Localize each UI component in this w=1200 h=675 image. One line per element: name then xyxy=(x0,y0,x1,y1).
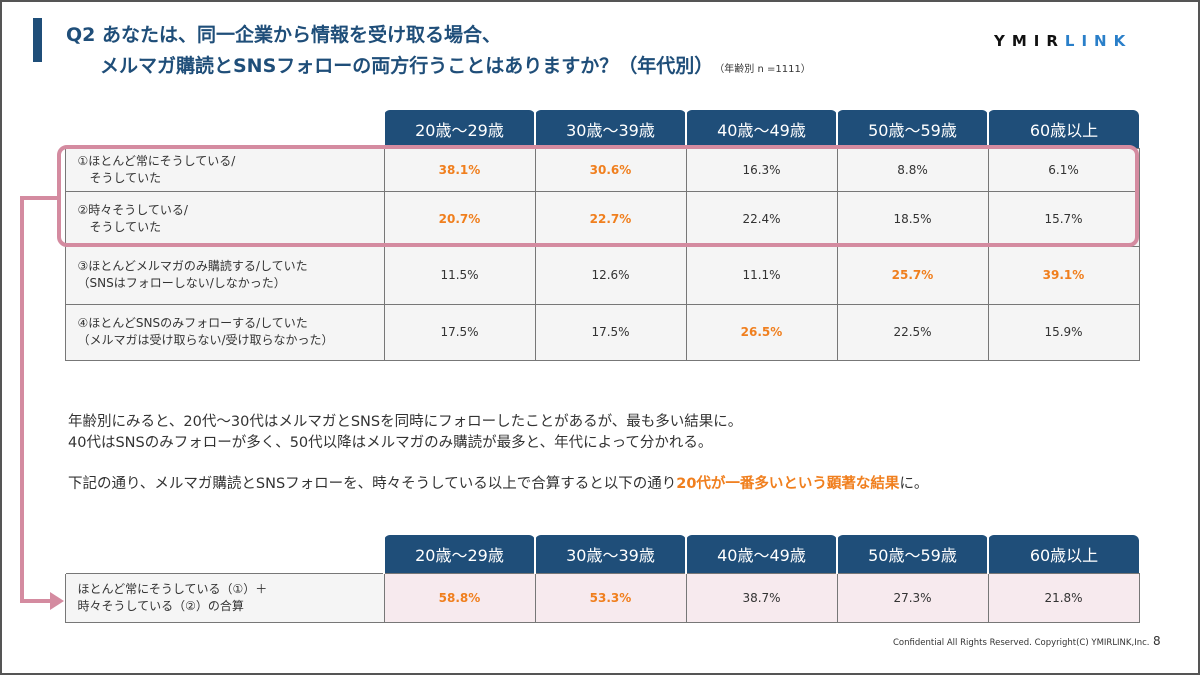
table-row: ①ほとんど常にそうしている/ そうしていた 38.1% 30.6% 16.3% 8.8… xyxy=(64,147,1140,192)
cell: 58.8% xyxy=(383,572,536,623)
combined-table: 20歳～29歳 30歳～39歳 40歳～49歳 50歳～59歳 60歳以上 ほとんど常に… xyxy=(64,535,1140,623)
row-label-line: ④ほとんどSNSのみフォローする/していた xyxy=(77,316,308,330)
col-header: 60歳以上 xyxy=(987,535,1139,573)
cell: 21.8% xyxy=(987,572,1140,623)
row-label-line: そうしていた xyxy=(77,170,162,185)
cell: 18.5% xyxy=(836,190,989,247)
cell: 6.1% xyxy=(987,147,1140,192)
row-label-line: そうしていた xyxy=(77,219,162,234)
summary-line2: 40代はSNSのみフォローが多く、50代以降はメルマガのみ購読が最多と、年代によ… xyxy=(68,435,713,451)
row-label-line: ②時々そうしている/ xyxy=(77,202,188,217)
title-accent-bar xyxy=(33,18,42,62)
cell: 20.7% xyxy=(383,190,536,247)
header-blank xyxy=(64,535,384,573)
cell: 27.3% xyxy=(836,572,989,623)
table-row: ほとんど常にそうしている（①）＋ 時々そうしている（②）の合算 58.8% 53.3… xyxy=(64,572,1140,623)
cell: 53.3% xyxy=(534,572,687,623)
cell: 22.5% xyxy=(836,303,989,361)
title-line1: Q2 あなたは、同一企業から情報を受け取る場合、 xyxy=(66,24,501,46)
row-label: ④ほとんどSNSのみフォローする/していた （メルマガは受け取らない/受け取らなか… xyxy=(64,303,385,361)
row-label-line: ほとんど常にそうしている（①）＋ xyxy=(77,581,268,596)
cell: 30.6% xyxy=(534,147,687,192)
page-number: 8 xyxy=(1153,634,1161,648)
row-label-line: 時々そうしている（②）の合算 xyxy=(77,598,244,613)
header-row: 20歳～29歳 30歳～39歳 40歳～49歳 50歳～59歳 60歳以上 xyxy=(64,110,1139,148)
row-label-line: ③ほとんどメルマガのみ購読する/していた xyxy=(77,259,308,273)
highlight-box xyxy=(57,145,1139,247)
col-header: 60歳以上 xyxy=(987,110,1139,148)
cell: 15.9% xyxy=(987,303,1140,361)
table-row: ②時々そうしている/ そうしていた 20.7% 22.7% 22.4% 18.5% 15… xyxy=(64,190,1140,247)
cell: 22.7% xyxy=(534,190,687,247)
cell: 38.1% xyxy=(383,147,536,192)
col-header: 30歳～39歳 xyxy=(534,110,686,148)
cell: 38.7% xyxy=(685,572,838,623)
row-label: ほとんど常にそうしている（①）＋ 時々そうしている（②）の合算 xyxy=(64,572,385,623)
header-blank xyxy=(64,110,384,148)
summary-line3: 下記の通り、メルマガ購読とSNSフォローを、時々そうしている以上で合算すると以下… xyxy=(68,472,928,493)
cell: 12.6% xyxy=(534,245,687,305)
header-row: 20歳～29歳 30歳～39歳 40歳～49歳 50歳～59歳 60歳以上 xyxy=(64,535,1139,573)
row-label: ②時々そうしている/ そうしていた xyxy=(64,190,385,247)
logo-part2: LINK xyxy=(1064,32,1133,50)
col-header: 30歳～39歳 xyxy=(534,535,686,573)
summary-text: に。 xyxy=(899,476,929,492)
col-header: 50歳～59歳 xyxy=(836,110,988,148)
col-header: 50歳～59歳 xyxy=(836,535,988,573)
row-label-line: （メルマガは受け取らない/受け取らなかった） xyxy=(77,333,334,347)
summary-line1: 年齢別にみると、20代～30代はメルマガとSNSを同時にフォローしたことがあるが… xyxy=(68,414,743,430)
sample-note: （年齢別 n =1111） xyxy=(719,64,811,75)
title-line2: メルマガ購読とSNSフォローの両方行うことはありますか？（年代別） （年齢別 n … xyxy=(100,51,811,78)
row-label: ①ほとんど常にそうしている/ そうしていた xyxy=(64,147,385,192)
col-header: 40歳～49歳 xyxy=(685,535,837,573)
cell: 15.7% xyxy=(987,190,1140,247)
table-row: ④ほとんどSNSのみフォローする/していた （メルマガは受け取らない/受け取らなか… xyxy=(64,303,1140,361)
results-table: 20歳～29歳 30歳～39歳 40歳～49歳 50歳～59歳 60歳以上 ①ほとんど常… xyxy=(64,110,1140,361)
copyright: Confidential All Rights Reserved. Copyri… xyxy=(893,638,1150,648)
ymirlink-logo: YMIRLINK xyxy=(994,32,1132,50)
cell: 16.3% xyxy=(685,147,838,192)
col-header: 20歳～29歳 xyxy=(383,110,535,148)
col-header: 20歳～29歳 xyxy=(383,535,535,573)
cell: 8.8% xyxy=(836,147,989,192)
row-label-line: （SNSはフォローしない/しなかった） xyxy=(77,276,286,290)
summary-text: 下記の通り、メルマガ購読とSNSフォローを、時々そうしている以上で合算すると以下… xyxy=(68,476,677,492)
title-line2-text: メルマガ購読とSNSフォローの両方行うことはありますか？（年代別） xyxy=(100,55,714,77)
row-label-line: ①ほとんど常にそうしている/ xyxy=(77,153,236,168)
cell: 17.5% xyxy=(534,303,687,361)
summary-highlight: 20代が一番多いという顕著な結果 xyxy=(676,476,900,492)
cell: 17.5% xyxy=(383,303,536,361)
row-label: ③ほとんどメルマガのみ購読する/していた （SNSはフォローしない/しなかった） xyxy=(64,245,385,305)
cell: 22.4% xyxy=(685,190,838,247)
col-header: 40歳～49歳 xyxy=(685,110,837,148)
logo-part1: YMIR xyxy=(994,32,1065,50)
